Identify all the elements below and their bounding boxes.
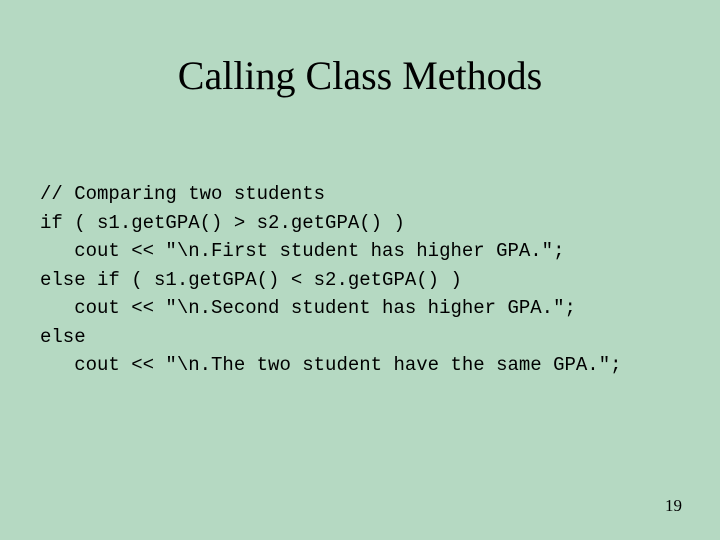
page-number: 19 [665,496,682,516]
slide-title: Calling Class Methods [0,52,720,99]
code-block: // Comparing two students if ( s1.getGPA… [40,180,622,380]
slide-container: Calling Class Methods // Comparing two s… [0,0,720,540]
